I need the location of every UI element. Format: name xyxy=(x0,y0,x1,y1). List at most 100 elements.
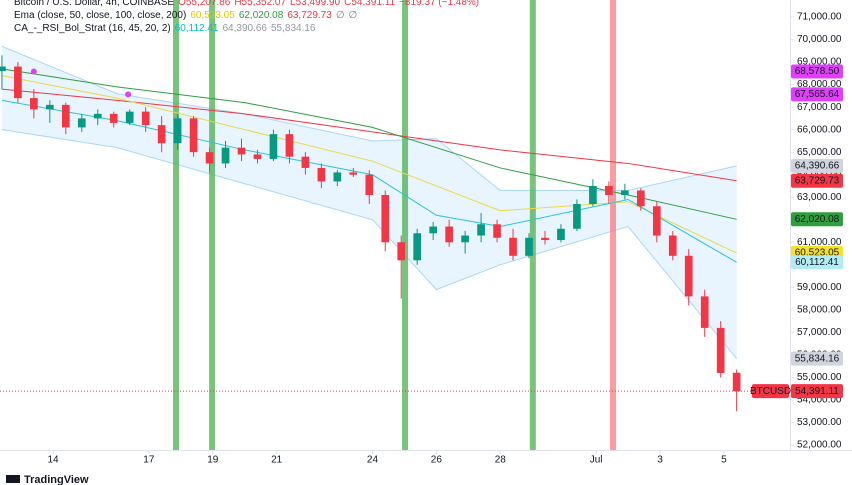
legend-row: Ema (close, 50, close, 100, close, 200) 6… xyxy=(14,10,357,21)
price-tag-text: 62,020.08 xyxy=(795,214,840,225)
candle-body xyxy=(509,237,517,256)
candle-body xyxy=(413,233,422,261)
brand-logo xyxy=(6,475,20,483)
legend-value: H55,352.07 xyxy=(234,0,286,8)
price-tag-text: 67,565.64 xyxy=(795,89,840,100)
price-tag-text: 60,112.41 xyxy=(795,257,839,268)
price-tag xyxy=(791,173,843,188)
candle-body xyxy=(365,174,374,195)
price-tag-text: 64,390.66 xyxy=(795,161,840,172)
legend-value: ∅ xyxy=(336,10,345,21)
candle-body xyxy=(205,152,214,164)
candle-body xyxy=(173,118,182,144)
candle-body xyxy=(397,242,406,261)
candle-body xyxy=(668,235,677,256)
legend-row: CA_-_RSI_Bol_Strat (16, 45, 20, 2) 60,112… xyxy=(14,23,316,34)
candle-body xyxy=(349,172,358,175)
y-tick-label: 52,000.00 xyxy=(797,440,842,451)
legend-value: 60,523.05 xyxy=(190,10,235,21)
candle-body xyxy=(557,228,565,241)
price-tag-text: 54,391.11 xyxy=(795,386,839,397)
signal-bar xyxy=(173,0,180,450)
candle-body xyxy=(317,167,326,182)
candle-body xyxy=(93,113,102,119)
candle-body xyxy=(493,224,501,238)
y-tick-label: 71,000.00 xyxy=(797,12,842,23)
price-tag xyxy=(791,212,843,227)
legend-value: −819.37 (−1.48%) xyxy=(399,0,479,8)
legend-value: 62,020.08 xyxy=(239,10,284,21)
legend-value: 64,390.66 xyxy=(223,23,268,34)
brand-name: TradingView xyxy=(24,474,89,485)
candle-body xyxy=(573,203,581,229)
legend-value: 63,729.73 xyxy=(287,10,332,21)
candle-body xyxy=(141,111,150,126)
indicator-line xyxy=(1,88,737,182)
candle-body xyxy=(109,113,118,123)
price-tag xyxy=(791,255,843,270)
price-tag xyxy=(791,158,843,173)
x-tick-label: 26 xyxy=(431,455,443,466)
price-tag xyxy=(791,87,843,102)
y-tick-label: 63,000.00 xyxy=(797,192,842,203)
legend-value: ∅ xyxy=(349,10,358,21)
price-tag-text: 55,834.16 xyxy=(795,353,840,364)
candle-body xyxy=(445,226,453,243)
legend-value: C54,391.11 xyxy=(344,0,395,8)
y-tick-label: 65,000.00 xyxy=(797,147,842,158)
legend-label: CA_-_RSI_Bol_Strat (16, 45, 20, 2) xyxy=(14,23,171,34)
symbol-tag xyxy=(752,384,789,399)
y-tick-label: 70,000.00 xyxy=(797,34,842,45)
candle-body xyxy=(189,118,198,153)
x-tick-label: 19 xyxy=(207,455,219,466)
y-tick-label: 53,000.00 xyxy=(797,417,842,428)
signal-bar xyxy=(610,0,617,450)
x-tick-label: 24 xyxy=(367,455,379,466)
candle-body xyxy=(237,147,246,155)
y-tick-label: 68,000.00 xyxy=(797,79,842,90)
indicator-line xyxy=(1,99,737,263)
price-tag-text: 63,729.73 xyxy=(795,175,840,186)
y-tick-label: 54,000.00 xyxy=(797,395,842,406)
candle-body xyxy=(732,372,741,392)
candle-body xyxy=(477,224,485,236)
candle-body xyxy=(46,104,54,110)
candle-body xyxy=(652,206,661,236)
candle-body xyxy=(157,125,166,144)
candle-body xyxy=(589,185,597,204)
candle-body xyxy=(221,147,230,164)
candle-body xyxy=(381,194,390,243)
candle-body xyxy=(684,255,693,297)
x-tick-label: 28 xyxy=(495,455,507,466)
candle-body xyxy=(621,190,629,195)
legend-row: Bitcoin / U.S. Dollar, 4h, COINBASE O55,2… xyxy=(14,0,479,8)
candle-body xyxy=(269,134,278,159)
price-tag xyxy=(791,351,843,366)
plot xyxy=(0,0,790,450)
price-tag xyxy=(791,64,843,79)
candle-body xyxy=(61,104,70,128)
price-tag-text: 60,523.05 xyxy=(795,248,840,259)
signal-bar xyxy=(402,0,409,450)
candle-body xyxy=(700,296,709,328)
candle-body xyxy=(636,190,645,207)
y-tick-label: 55,000.00 xyxy=(797,372,842,383)
x-tick-label: 14 xyxy=(47,455,59,466)
candle-body xyxy=(77,118,86,128)
symbol-tag-text: BTCUSD xyxy=(750,386,791,397)
candle-body xyxy=(333,172,342,182)
y-tick-label: 69,000.00 xyxy=(797,57,842,68)
candle-body xyxy=(429,226,438,234)
signal-bar xyxy=(529,0,536,450)
y-tick-label: 66,000.00 xyxy=(797,124,842,135)
legend-value: O55,207.86 xyxy=(178,0,231,8)
legend-value: 55,834.16 xyxy=(271,23,316,34)
candle-body xyxy=(0,66,6,72)
price-tag xyxy=(791,384,843,399)
marker xyxy=(125,91,132,98)
candle-body xyxy=(30,98,38,110)
candle-body xyxy=(541,237,549,241)
